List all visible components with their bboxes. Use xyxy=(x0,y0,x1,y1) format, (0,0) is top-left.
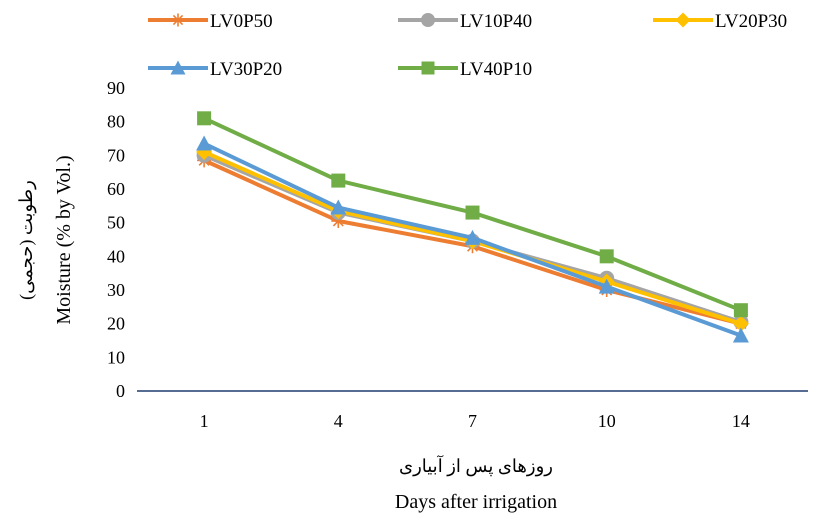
legend-item-lv40p10: LV40P10 xyxy=(398,59,532,80)
legend: LV0P50 LV10P40 LV20P30 LV30P20 LV40P10 xyxy=(148,11,787,80)
legend-label: LV10P40 xyxy=(460,11,532,32)
data-point-lv30p20 xyxy=(598,278,615,294)
x-tick-label: 14 xyxy=(732,411,750,431)
legend-item-lv20p30: LV20P30 xyxy=(653,11,787,32)
x-tick-label: 7 xyxy=(468,411,477,431)
x-tick-label: 10 xyxy=(598,411,616,431)
data-point-lv20p30 xyxy=(732,315,749,332)
legend-item-lv30p20: LV30P20 xyxy=(148,59,282,80)
x-axis-title-persian: روزهای پس از آبیاری xyxy=(399,455,553,477)
y-tick-label: 30 xyxy=(107,280,125,300)
data-point-lv30p20 xyxy=(330,199,347,215)
legend-label: LV0P50 xyxy=(210,11,273,32)
legend-label: LV30P20 xyxy=(210,59,282,80)
data-point-lv30p20 xyxy=(196,135,213,151)
legend-label: LV20P30 xyxy=(715,11,787,32)
legend-item-lv0p50: LV0P50 xyxy=(148,11,273,32)
x-axis-title: Days after irrigation xyxy=(395,491,557,513)
data-point-lv40p10 xyxy=(331,173,346,188)
legend-marker xyxy=(170,60,186,75)
legend-item-lv10p40: LV10P40 xyxy=(398,11,532,32)
y-tick-label: 90 xyxy=(107,78,125,98)
data-point-lv40p10 xyxy=(197,111,212,126)
x-tick-label: 1 xyxy=(200,411,209,431)
y-tick-label: 0 xyxy=(116,381,125,401)
legend-marker xyxy=(675,12,691,28)
y-axis-ticks: 0 10 20 30 40 50 60 70 80 90 xyxy=(107,78,125,401)
legend-label: LV40P10 xyxy=(460,59,532,80)
x-tick-label: 4 xyxy=(334,411,343,431)
data-point-lv40p10 xyxy=(465,205,480,220)
y-tick-label: 70 xyxy=(107,145,125,165)
y-tick-label: 20 xyxy=(107,314,125,334)
legend-marker xyxy=(421,13,435,27)
y-axis-title: Moisture (% by Vol.) xyxy=(53,155,75,324)
legend-marker xyxy=(421,61,435,75)
series-lv30p20 xyxy=(196,135,749,343)
data-point-lv40p10 xyxy=(733,303,748,318)
y-tick-label: 60 xyxy=(107,179,125,199)
data-point-lv40p10 xyxy=(599,249,614,264)
y-tick-label: 80 xyxy=(107,112,125,132)
y-axis-title-persian: رطوبت (حجمی) xyxy=(16,180,37,300)
series-lv40p10 xyxy=(197,111,748,318)
y-tick-label: 40 xyxy=(107,246,125,266)
series-layer xyxy=(196,111,749,343)
data-point-lv30p20 xyxy=(732,327,749,343)
y-tick-label: 50 xyxy=(107,213,125,233)
data-point-lv30p20 xyxy=(464,229,481,245)
y-tick-label: 10 xyxy=(107,347,125,367)
legend-marker xyxy=(171,13,185,27)
x-axis-ticks: 1 4 7 10 14 xyxy=(200,411,750,431)
